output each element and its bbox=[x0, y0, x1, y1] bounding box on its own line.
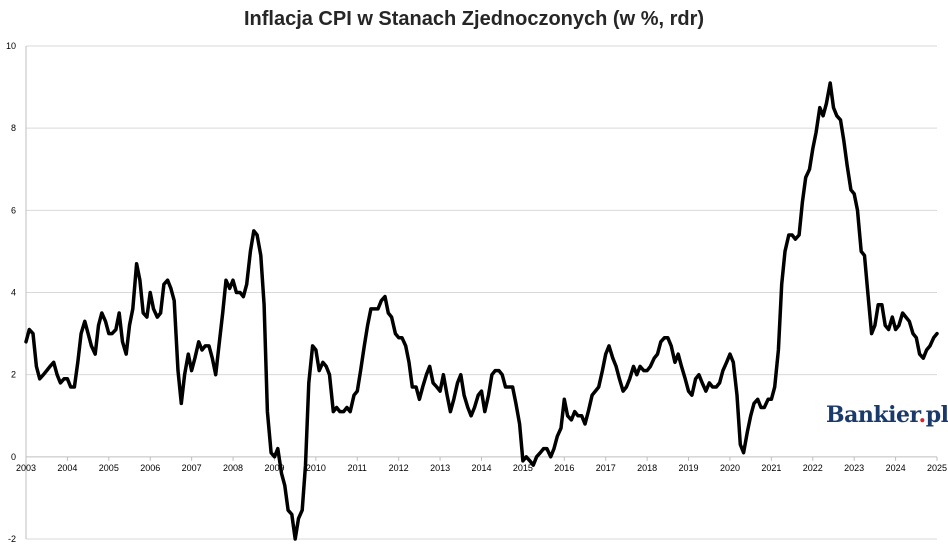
x-tick-label: 2014 bbox=[471, 463, 491, 473]
x-tick-label: 2009 bbox=[264, 463, 284, 473]
x-tick-label: 2017 bbox=[596, 463, 616, 473]
x-tick-label: 2016 bbox=[554, 463, 574, 473]
x-tick-label: 2021 bbox=[761, 463, 781, 473]
y-tick-label: 8 bbox=[11, 123, 16, 133]
x-tick-label: 2003 bbox=[16, 463, 36, 473]
series-line-cpi bbox=[24, 81, 939, 541]
x-tick-label: 2023 bbox=[844, 463, 864, 473]
x-tick-label: 2020 bbox=[720, 463, 740, 473]
x-tick-label: 2006 bbox=[140, 463, 160, 473]
x-tick-label: 2024 bbox=[886, 463, 906, 473]
x-tick-label: 2005 bbox=[99, 463, 119, 473]
x-tick-label: 2011 bbox=[348, 463, 367, 473]
y-tick-label: 10 bbox=[6, 41, 16, 51]
gridlines bbox=[26, 45, 937, 540]
x-tick-label: 2015 bbox=[513, 463, 533, 473]
y-axis-tick-labels: -2 0 2 4 6 8 10 bbox=[6, 41, 16, 544]
logo-dot: . bbox=[918, 402, 927, 428]
axes bbox=[25, 46, 938, 539]
x-tick-label: 2022 bbox=[803, 463, 823, 473]
x-tick-label: 2012 bbox=[389, 463, 409, 473]
bankier-logo: Bankier.pl bbox=[826, 402, 948, 428]
x-tick-label: 2013 bbox=[430, 463, 450, 473]
y-tick-label: -2 bbox=[8, 534, 16, 544]
y-tick-label: 2 bbox=[11, 370, 16, 380]
x-tick-label: 2004 bbox=[57, 463, 77, 473]
chart-title: Inflacja CPI w Stanach Zjednoczonych (w … bbox=[243, 8, 705, 30]
x-tick-label: 2008 bbox=[223, 463, 243, 473]
y-tick-label: 4 bbox=[11, 288, 16, 298]
logo-tld: pl bbox=[925, 402, 948, 428]
logo-brand: Bankier bbox=[826, 402, 919, 428]
x-tick-label: 2010 bbox=[306, 463, 326, 473]
x-axis-tick-labels: 2003 2004 2005 2006 2007 2008 2009 2010 2011 2012… bbox=[16, 463, 947, 473]
x-tick-label: 2018 bbox=[637, 463, 657, 473]
x-tick-label: 2019 bbox=[679, 463, 699, 473]
x-tick-label: 2025 bbox=[927, 463, 947, 473]
series-group bbox=[24, 81, 939, 541]
y-tick-label: 0 bbox=[11, 452, 16, 462]
y-tick-label: 6 bbox=[11, 205, 16, 215]
x-tick-label: 2007 bbox=[182, 463, 202, 473]
